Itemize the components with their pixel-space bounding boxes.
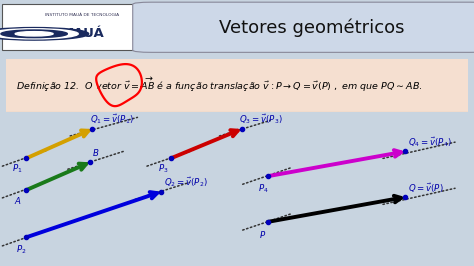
Text: $P_4$: $P_4$ xyxy=(258,182,268,195)
FancyBboxPatch shape xyxy=(2,4,147,50)
Circle shape xyxy=(15,32,53,36)
Text: $Q_1=\vec{v}(P_1)$: $Q_1=\vec{v}(P_1)$ xyxy=(90,112,134,126)
Text: $P_1$: $P_1$ xyxy=(12,162,23,175)
Text: $Q_3=\vec{v}(P_3)$: $Q_3=\vec{v}(P_3)$ xyxy=(239,112,283,126)
FancyArrowPatch shape xyxy=(268,150,401,176)
FancyArrowPatch shape xyxy=(171,130,238,159)
Text: $Q_2=\vec{v}(P_2)$: $Q_2=\vec{v}(P_2)$ xyxy=(164,176,207,189)
FancyArrowPatch shape xyxy=(268,196,401,222)
Text: $P_2$: $P_2$ xyxy=(16,243,27,256)
FancyBboxPatch shape xyxy=(1,58,473,112)
Circle shape xyxy=(0,29,78,39)
FancyArrowPatch shape xyxy=(26,192,157,237)
Text: INSTITUTO MAUÁ DE TECNOLOGIA: INSTITUTO MAUÁ DE TECNOLOGIA xyxy=(45,13,119,17)
Text: $P_3$: $P_3$ xyxy=(158,162,169,175)
Text: $B$: $B$ xyxy=(92,147,100,159)
Text: Definição 12.  $O\ vetor\ \vec{v} = \overrightarrow{AB}$$\ é\ a\ função\ transla: Definição 12. $O\ vetor\ \vec{v} = \over… xyxy=(16,76,422,94)
Text: $A$: $A$ xyxy=(14,195,21,206)
Circle shape xyxy=(1,30,67,38)
FancyBboxPatch shape xyxy=(133,2,474,52)
Text: Vetores geométricos: Vetores geométricos xyxy=(219,18,405,36)
Text: $Q_4=\vec{v}(P_4)$: $Q_4=\vec{v}(P_4)$ xyxy=(408,136,451,149)
Text: $Q=\vec{v}(P)$: $Q=\vec{v}(P)$ xyxy=(408,182,443,195)
Text: MAUÁ: MAUÁ xyxy=(61,27,105,40)
Text: $P$: $P$ xyxy=(259,229,267,240)
FancyArrowPatch shape xyxy=(26,164,86,190)
Circle shape xyxy=(0,28,89,40)
FancyArrowPatch shape xyxy=(26,130,89,159)
